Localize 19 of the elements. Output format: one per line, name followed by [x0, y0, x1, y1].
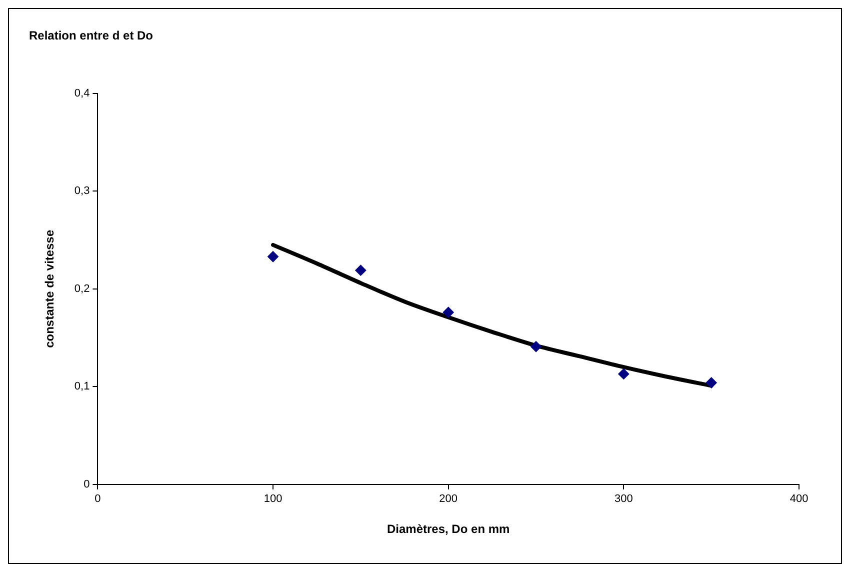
x-tick-label: 400	[790, 493, 808, 506]
x-tick-label: 0	[94, 493, 101, 506]
x-axis-title: Diamètres, Do en mm	[386, 522, 510, 536]
x-tick-label: 300	[614, 493, 633, 506]
point	[268, 251, 279, 262]
point	[355, 264, 366, 276]
y-tick-label: 0,3	[74, 185, 90, 198]
y-tick-label: 0,4	[74, 87, 90, 100]
point	[530, 341, 542, 352]
x-tick-label: 200	[439, 493, 458, 506]
x-tick-label: 100	[264, 493, 282, 506]
y-tick-label: 0,1	[74, 380, 90, 393]
y-axis-title: constante de vitesse	[42, 230, 57, 348]
point	[618, 368, 630, 380]
point	[706, 377, 717, 388]
point	[442, 306, 454, 318]
chart-title: Relation entre d et Do	[29, 28, 154, 43]
y-tick-label: 0	[84, 478, 90, 490]
y-tick-label: 0,2	[74, 282, 90, 295]
